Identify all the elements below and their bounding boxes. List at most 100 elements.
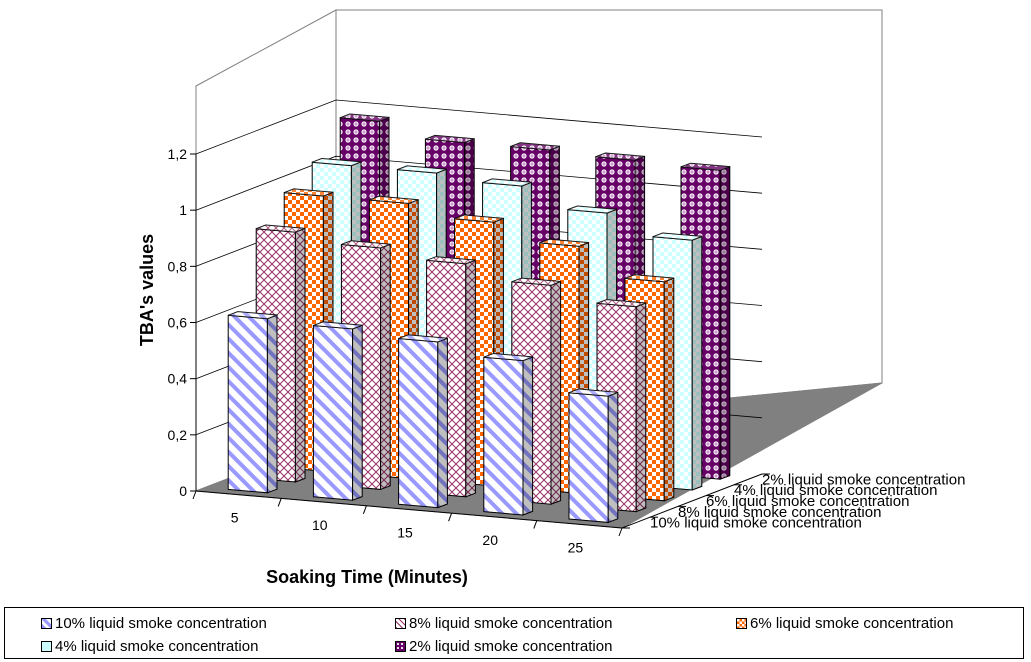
- bar-top: [624, 274, 674, 283]
- bar-top: [595, 152, 645, 161]
- y-tick-label: 0,6: [168, 315, 188, 331]
- bar-top: [341, 240, 391, 249]
- bar-top: [398, 334, 448, 343]
- bar-front: [398, 337, 439, 509]
- bar-top-highlight: [539, 239, 589, 247]
- y-tick-label: 0,4: [168, 371, 188, 387]
- bar-side-shade: [295, 228, 305, 482]
- y-tick-label: 0,8: [168, 258, 188, 274]
- legend-swatch-10pct: [41, 618, 52, 629]
- x-axis: 5 10 15 20 25: [192, 490, 623, 555]
- x-tick-label: 5: [231, 510, 239, 526]
- bar: [227, 311, 278, 494]
- bar-top: [511, 277, 561, 286]
- bar-top-highlight: [256, 225, 305, 233]
- bar: [483, 352, 534, 516]
- bar-top: [284, 188, 334, 197]
- bar-side-shade: [664, 278, 674, 501]
- legend-swatch-4pct: [41, 641, 52, 652]
- bar-top-highlight: [313, 321, 363, 329]
- bar-side-shade: [465, 260, 476, 497]
- bar-top-highlight: [425, 135, 475, 143]
- x-axis-title: Soaking Time (Minutes): [266, 567, 468, 587]
- x-tick: [618, 527, 623, 537]
- bar-top: [596, 299, 646, 308]
- gridline: [195, 99, 763, 155]
- z-axis-line: [621, 473, 763, 529]
- bar-top-highlight: [340, 114, 389, 122]
- bar-top: [340, 113, 390, 122]
- x-tick-label: 20: [482, 532, 498, 548]
- z-tick-label: 6% liquid smoke concentration: [706, 493, 909, 510]
- bar-side-shade: [636, 303, 646, 512]
- z-tick-label: 4% liquid smoke concentration: [734, 482, 937, 499]
- x-tick-label: 10: [312, 517, 328, 533]
- bar-top-highlight: [653, 233, 702, 241]
- bar-top: [510, 142, 560, 151]
- y-axis-title: TBA's values: [137, 234, 157, 346]
- bar-top-highlight: [681, 163, 730, 171]
- bar-top: [369, 195, 419, 204]
- bar-top: [568, 388, 618, 397]
- legend-swatch-8pct: [395, 618, 406, 629]
- legend-swatch-6pct: [736, 618, 747, 629]
- bar: [312, 321, 363, 501]
- y-tick-label: 1: [179, 202, 187, 218]
- legend-label-6pct: 6% liquid smoke concentration: [750, 615, 954, 632]
- bar-top-highlight: [595, 153, 645, 161]
- bar-top-highlight: [511, 278, 561, 286]
- bar-top-highlight: [228, 311, 277, 319]
- legend-item-4pct: 4% liquid smoke concentration: [41, 638, 258, 656]
- bar-top-highlight: [369, 196, 419, 204]
- legend-label-4pct: 4% liquid smoke concentration: [55, 638, 259, 655]
- bar-top-highlight: [483, 353, 533, 361]
- bar-top-highlight: [397, 165, 447, 173]
- x-tick: [277, 498, 282, 507]
- legend-label-10pct: 10% liquid smoke concentration: [55, 615, 267, 632]
- bar-top-highlight: [341, 240, 391, 248]
- y-axis: 0 0,2 0,4 0,6 0,8 1 1,2: [168, 146, 197, 499]
- bars: [227, 113, 731, 524]
- legend: 10% liquid smoke concentration 8% liquid…: [4, 607, 1024, 659]
- bar: [568, 388, 619, 524]
- bar-top-highlight: [454, 215, 504, 223]
- bar-top: [425, 134, 475, 144]
- bar-side-shade: [437, 338, 448, 508]
- bar-top: [397, 165, 447, 174]
- bar-top: [256, 224, 306, 233]
- bar-side-shade: [692, 236, 702, 490]
- legend-item-8pct: 8% liquid smoke concentration: [395, 615, 612, 633]
- bar-top-highlight: [597, 299, 646, 307]
- bar-top: [482, 178, 532, 187]
- bar-side-shade: [523, 356, 533, 515]
- x-tick-label: 25: [568, 539, 584, 555]
- bar-top: [426, 256, 476, 265]
- bar-top-highlight: [482, 178, 532, 186]
- x-tick: [362, 505, 367, 514]
- legend-swatch-2pct: [395, 641, 406, 652]
- x-axis-line: [195, 490, 623, 529]
- bar-top: [567, 205, 617, 214]
- y-tick-label: 0,2: [168, 427, 188, 443]
- legend-item-2pct: 2% liquid smoke concentration: [395, 638, 612, 656]
- bar-side-shade: [267, 315, 277, 493]
- x-tick: [533, 520, 538, 529]
- bar-side-shade: [380, 244, 391, 490]
- bar-top: [483, 352, 533, 362]
- legend-label-2pct: 2% liquid smoke concentration: [409, 638, 613, 655]
- bar-top: [313, 321, 363, 330]
- bar-side-shade: [608, 392, 618, 523]
- legend-label-8pct: 8% liquid smoke concentration: [409, 615, 613, 632]
- x-tick: [192, 490, 197, 500]
- bar-top: [652, 232, 702, 241]
- legend-item-10pct: 10% liquid smoke concentration: [41, 615, 267, 633]
- z-tick-label: 10% liquid smoke concentration: [650, 515, 862, 532]
- bar-top-highlight: [398, 334, 448, 342]
- bar-side-shade: [720, 166, 730, 480]
- bar-top: [680, 162, 730, 171]
- bar: [398, 334, 448, 509]
- bar-front: [227, 314, 268, 494]
- z-tick-label: 2% liquid smoke concentration: [762, 471, 965, 488]
- bar-top: [454, 214, 504, 223]
